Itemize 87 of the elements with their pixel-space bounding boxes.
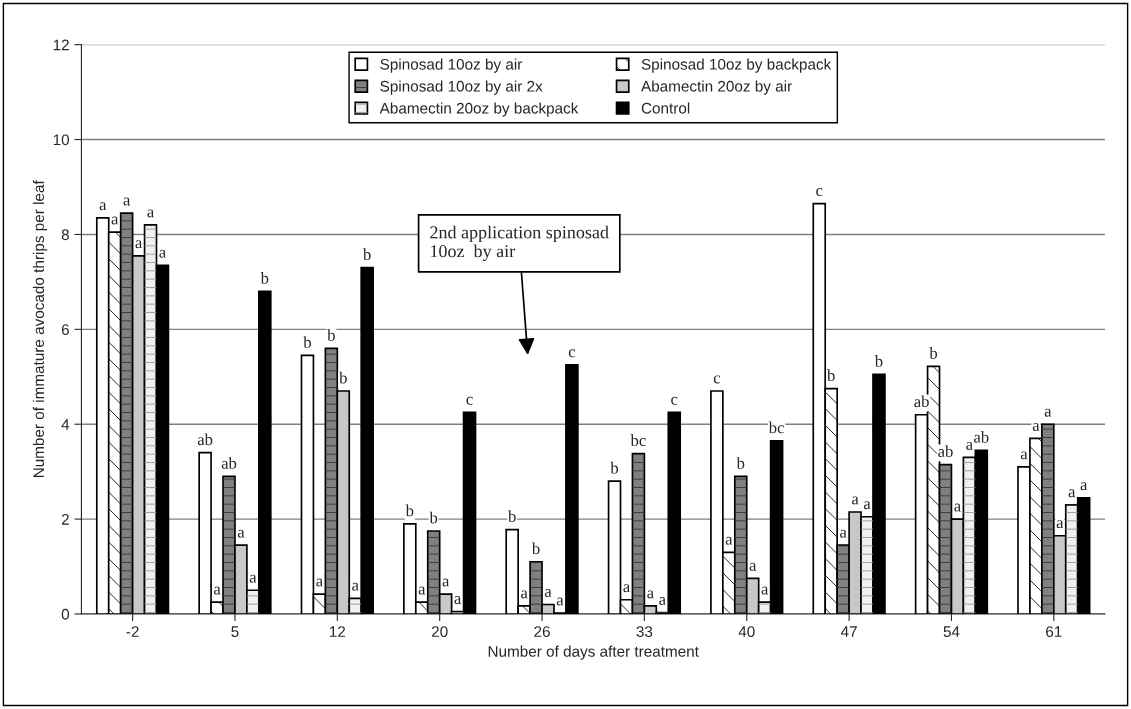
data-label: a xyxy=(521,590,528,599)
data-label: b xyxy=(405,504,414,517)
data-label: b xyxy=(327,329,335,341)
y-axis-title: Number of immature avocado thrips per leaf xyxy=(32,180,48,478)
data-label: ab xyxy=(914,395,929,408)
y-tick-label: 12 xyxy=(53,39,69,51)
legend-label: Abamectin 20oz by air xyxy=(641,80,792,95)
data-label: a xyxy=(352,582,359,591)
data-label: a xyxy=(418,586,426,595)
data-label: a xyxy=(623,584,630,593)
data-label: b xyxy=(429,511,438,524)
data-label: b xyxy=(260,272,269,284)
data-label: a xyxy=(851,496,859,505)
data-label: a xyxy=(863,501,871,510)
y-tick-label: 0 xyxy=(61,608,70,620)
data-label: bc xyxy=(630,434,646,447)
x-axis-title: Number of days after treatment xyxy=(488,645,699,660)
data-label: a xyxy=(761,586,769,595)
data-label: a xyxy=(1032,422,1040,431)
data-label: a xyxy=(147,209,154,218)
data-label: b xyxy=(303,336,311,348)
legend-label: Spinosad 10oz by air 2x xyxy=(380,80,543,95)
data-label: b xyxy=(929,347,938,359)
data-label: c xyxy=(466,396,473,405)
data-label: b xyxy=(610,461,619,474)
x-tick-label: 20 xyxy=(431,626,448,638)
data-label: b xyxy=(363,248,371,261)
x-tick-label: 61 xyxy=(1046,626,1062,638)
data-label: a xyxy=(544,588,552,597)
data-label: a xyxy=(647,590,654,599)
x-tick-label: 12 xyxy=(329,626,346,637)
data-label: a xyxy=(213,586,221,595)
y-tick-label: 8 xyxy=(61,229,69,241)
data-label: a xyxy=(659,597,666,606)
x-tick-label: 26 xyxy=(534,626,550,638)
x-tick-label: 40 xyxy=(738,626,755,638)
data-label: a xyxy=(725,536,733,545)
y-tick-label: 4 xyxy=(61,419,70,430)
data-label: c xyxy=(713,375,721,384)
data-label: a xyxy=(123,197,131,206)
data-label: a xyxy=(316,578,323,587)
legend-label: Spinosad 10oz by backpack xyxy=(641,58,832,73)
legend-label: Control xyxy=(641,102,690,114)
data-label: a xyxy=(454,596,462,605)
data-label: b xyxy=(339,371,347,384)
y-tick-label: 2 xyxy=(61,513,69,525)
data-label: a xyxy=(237,529,245,538)
data-label: a xyxy=(111,216,119,225)
data-label: ab xyxy=(197,433,213,446)
legend-label: Abamectin 20oz by backpack xyxy=(379,102,579,117)
data-label: a xyxy=(749,562,757,571)
data-label: a xyxy=(1080,482,1088,491)
x-tick-label: 47 xyxy=(840,626,857,637)
data-label: a xyxy=(442,578,450,587)
data-label: a xyxy=(1044,408,1052,417)
x-tick-label: 54 xyxy=(943,626,960,638)
x-tick-label: 33 xyxy=(636,626,653,638)
y-tick-label: 10 xyxy=(53,134,70,146)
data-label: a xyxy=(1020,451,1028,460)
data-label: ab xyxy=(938,445,953,457)
data-label: a xyxy=(556,597,564,606)
data-label: a xyxy=(135,240,143,249)
annotation: 2nd application spinosad 10oz by air xyxy=(430,225,609,262)
data-label: b xyxy=(736,457,745,469)
data-label: a xyxy=(159,249,166,258)
x-tick-label: -2 xyxy=(126,626,139,637)
data-label: a xyxy=(1068,489,1076,498)
data-label: b xyxy=(874,355,883,367)
x-tick-label: 5 xyxy=(231,626,239,638)
data-label: ab xyxy=(221,457,237,469)
data-label: c xyxy=(671,396,678,405)
data-label: ab xyxy=(974,431,989,443)
data-label: c xyxy=(568,349,576,358)
y-tick-label: 6 xyxy=(61,324,69,336)
data-label: a xyxy=(966,441,973,450)
data-label: c xyxy=(816,188,823,197)
data-label: a xyxy=(1056,520,1064,529)
bar xyxy=(974,449,989,614)
data-label: a xyxy=(954,503,961,512)
data-label: b xyxy=(531,542,540,555)
data-label: b xyxy=(827,369,835,382)
legend-label: Spinosad 10oz by air xyxy=(380,58,523,73)
data-label: bc xyxy=(768,421,784,434)
data-label: a xyxy=(249,574,257,583)
data-label: b xyxy=(508,510,516,522)
data-label: a xyxy=(99,202,107,211)
data-label: a xyxy=(840,529,847,538)
